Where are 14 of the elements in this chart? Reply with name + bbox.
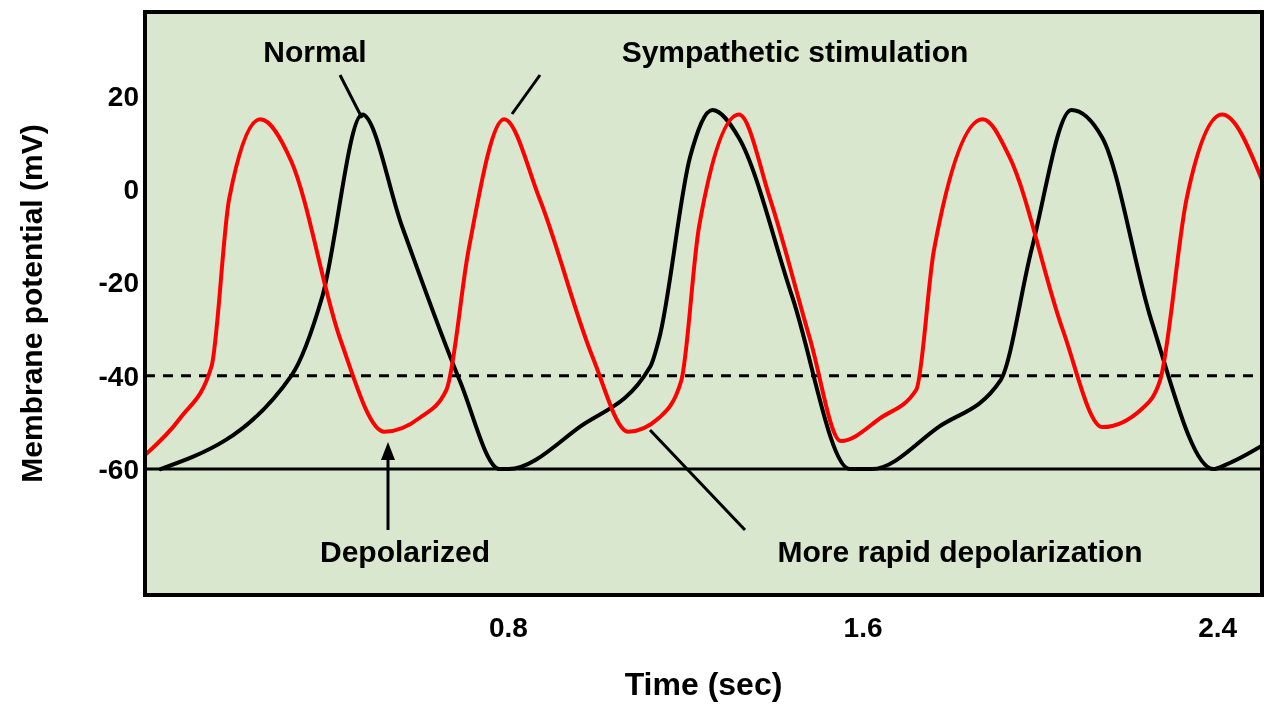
- annotation: More rapid depolarization: [777, 535, 1143, 568]
- y-axis-title: Membrane potential (mV): [15, 124, 48, 483]
- series-label: Sympathetic stimulation: [621, 35, 969, 68]
- x-tick-label: 2.4: [1198, 612, 1238, 643]
- x-axis-title: Time (sec): [624, 666, 783, 702]
- y-tick-label: 20: [107, 80, 139, 112]
- annotation: Depolarized: [319, 535, 491, 568]
- y-tick-label: 0: [123, 174, 139, 206]
- series-label: Normal: [263, 35, 367, 68]
- x-tick-label: 1.6: [843, 612, 883, 643]
- y-tick-label: -20: [98, 267, 139, 299]
- y-tick-label: -40: [98, 360, 139, 392]
- x-tick-label: 0.8: [489, 612, 528, 643]
- y-tick-label: -60: [98, 453, 139, 485]
